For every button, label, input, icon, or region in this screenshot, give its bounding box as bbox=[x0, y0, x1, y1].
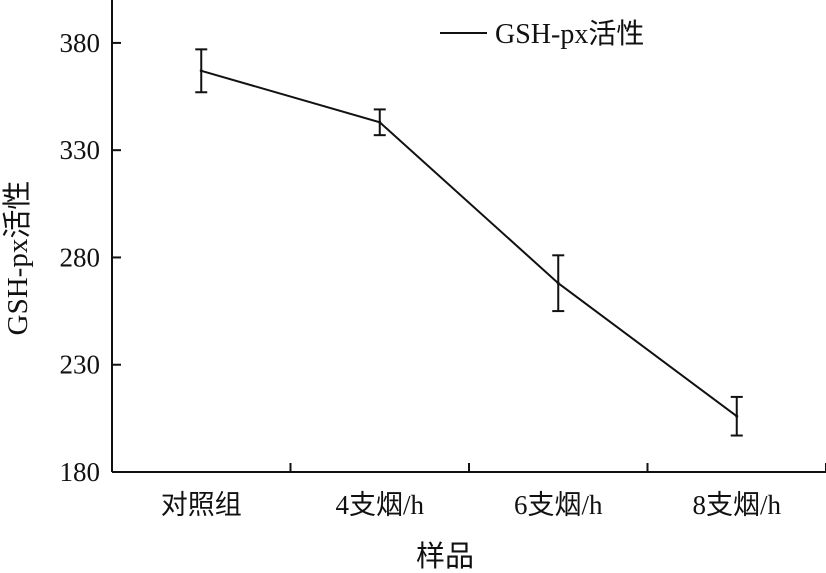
legend: GSH-px活性 bbox=[440, 18, 644, 50]
x-axis-title: 样品 bbox=[416, 540, 474, 573]
y-tick-label: 230 bbox=[60, 350, 101, 380]
legend-label: GSH-px活性 bbox=[495, 18, 644, 50]
x-tick-label: 对照组 bbox=[161, 490, 242, 520]
series-line bbox=[200, 69, 738, 418]
x-tick-label: 6支烟/h bbox=[514, 490, 603, 520]
y-tick-label: 380 bbox=[60, 28, 101, 58]
axes bbox=[111, 0, 826, 473]
data-point bbox=[199, 69, 203, 73]
y-axis-title: GSH-px活性 bbox=[1, 181, 34, 336]
y-tick-label: 180 bbox=[60, 457, 101, 487]
y-ticks: 180 230 280 330 380 bbox=[60, 28, 121, 487]
data-point bbox=[378, 120, 382, 124]
y-tick-label: 330 bbox=[60, 135, 101, 165]
x-ticks: 对照组 4支烟/h 6支烟/h 8支烟/h bbox=[161, 463, 826, 520]
x-tick-label: 8支烟/h bbox=[692, 490, 781, 520]
x-tick-label: 4支烟/h bbox=[335, 490, 424, 520]
series bbox=[195, 48, 743, 437]
data-point bbox=[735, 414, 739, 418]
y-tick-label: 280 bbox=[60, 242, 101, 272]
data-point bbox=[556, 281, 560, 285]
